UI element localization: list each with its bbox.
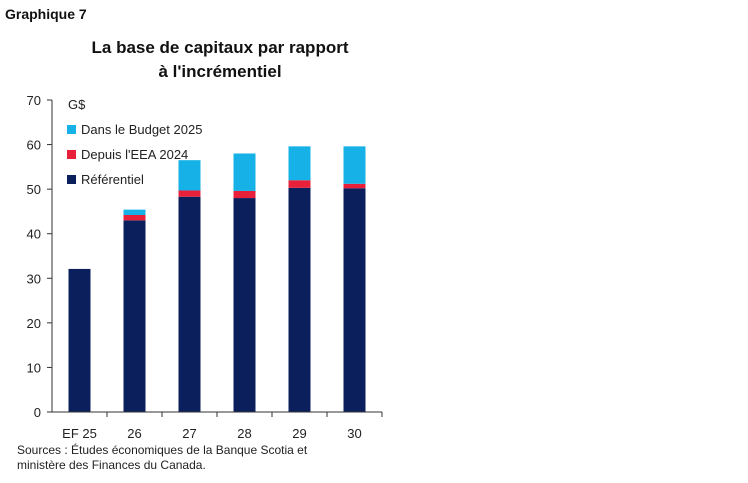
legend-swatch <box>67 150 76 159</box>
bar-eea-2024 <box>233 190 256 199</box>
x-tick-label: 28 <box>237 426 251 441</box>
bar-eea-2024 <box>123 214 146 221</box>
bar-baseline <box>233 198 256 412</box>
legend-swatch <box>67 125 76 134</box>
bar-baseline <box>68 268 91 412</box>
legend-label: Dans le Budget 2025 <box>81 122 202 137</box>
y-tick-label: 20 <box>27 316 41 331</box>
y-tick-label: 40 <box>27 227 41 242</box>
y-tick-label: 10 <box>27 360 41 375</box>
chart-title-line-2: à l'incrémentiel <box>158 62 282 81</box>
bar-budget-2025 <box>178 160 201 191</box>
legend-label: Référentiel <box>81 172 144 187</box>
bar-eea-2024 <box>288 180 311 188</box>
bar-eea-2024 <box>343 183 366 189</box>
sources-note: Sources : Études économiques de la Banqu… <box>17 443 307 473</box>
legend-label: Depuis l'EEA 2024 <box>81 147 188 162</box>
x-tick-label: 26 <box>127 426 141 441</box>
sources-line-1: Sources : Études économiques de la Banqu… <box>17 443 308 457</box>
y-tick-label: 0 <box>34 405 41 420</box>
chart-title-line-1: La base de capitaux par rapport <box>91 38 349 57</box>
bar-baseline <box>288 187 311 412</box>
bar-baseline <box>343 188 366 412</box>
bar-eea-2024 <box>178 190 201 197</box>
x-tick-label: 29 <box>292 426 306 441</box>
bar-baseline <box>123 220 146 412</box>
y-tick-label: 50 <box>27 182 41 197</box>
bar-budget-2025 <box>123 209 146 215</box>
bar-budget-2025 <box>343 146 366 184</box>
y-tick-label: 60 <box>27 138 41 153</box>
bar-budget-2025 <box>288 146 311 181</box>
y-unit-label: G$ <box>68 97 86 112</box>
legend-swatch <box>67 175 76 184</box>
bar-budget-2025 <box>233 153 256 191</box>
x-tick-label: 27 <box>182 426 196 441</box>
x-tick-label: EF 25 <box>62 426 97 441</box>
y-tick-label: 70 <box>27 93 41 108</box>
y-tick-label: 30 <box>27 271 41 286</box>
figure-label: Graphique 7 <box>5 6 87 22</box>
bar-baseline <box>178 196 201 412</box>
sources-line-2: ministère des Finances du Canada. <box>17 458 206 472</box>
x-tick-label: 30 <box>347 426 361 441</box>
